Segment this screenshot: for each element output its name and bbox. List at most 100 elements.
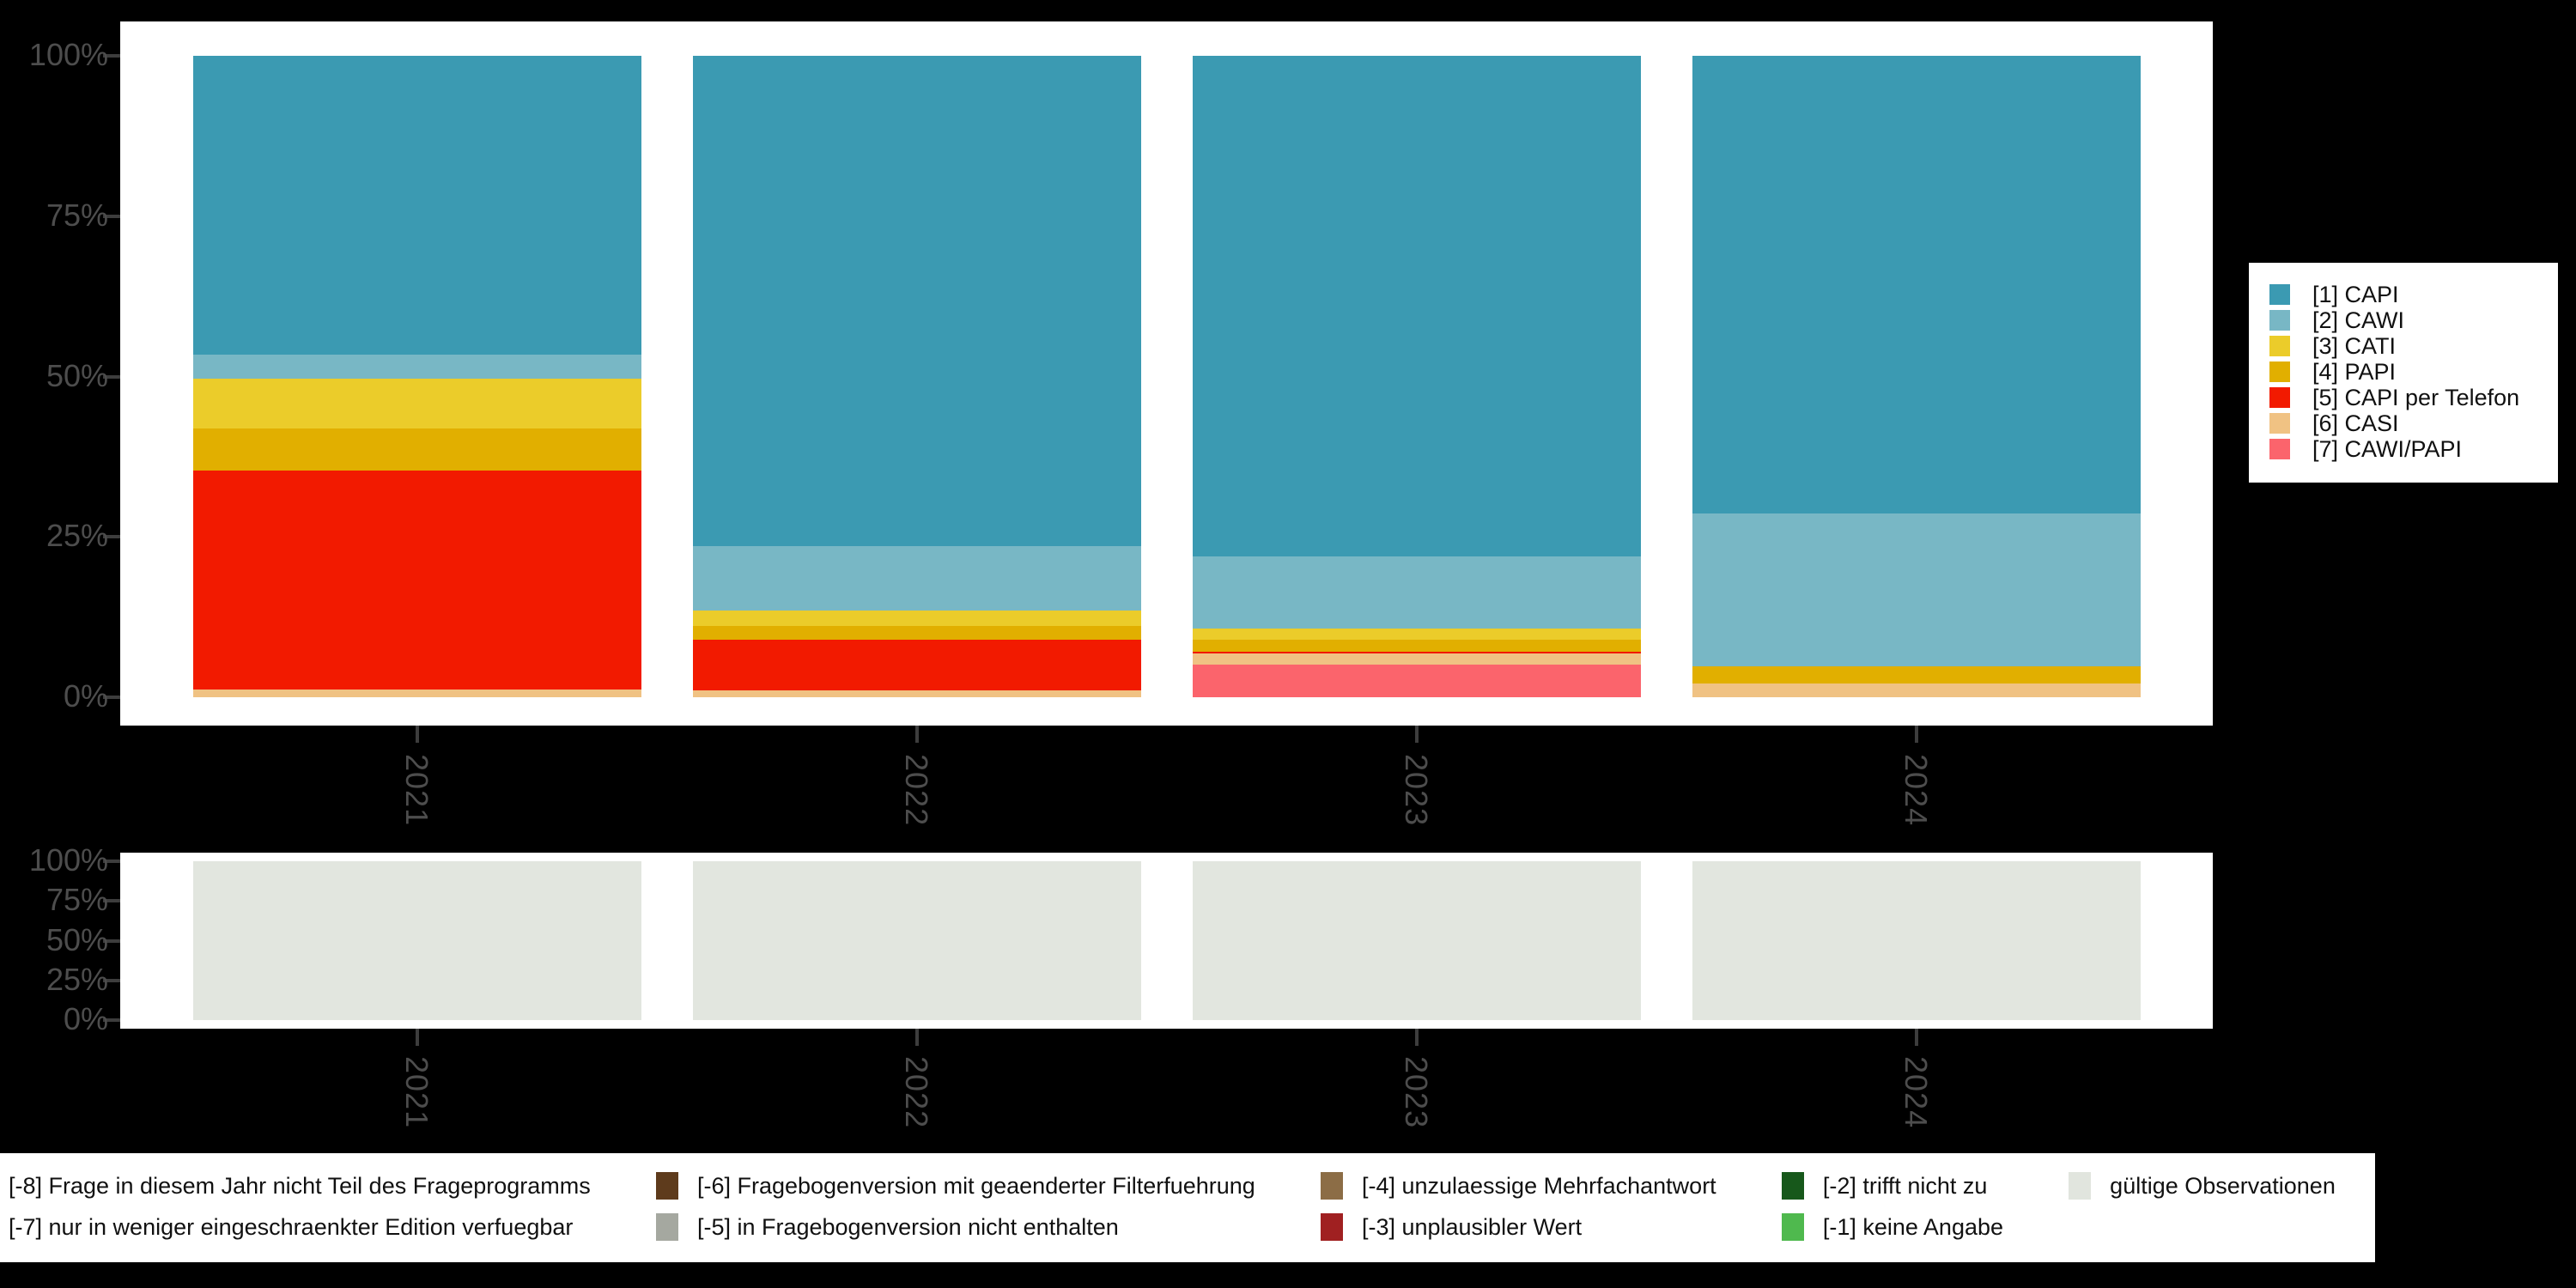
bar-segment-2023-3 [1193,629,1641,640]
y-axis-tick [103,214,120,218]
missing-legend-swatch [1320,1172,1343,1200]
bar-segment-2021-2 [193,355,641,380]
mode-legend-item-4: [4] PAPI [2269,359,2558,385]
bar-segment-2022-1 [693,861,1141,1020]
x-axis-tick [915,726,919,743]
bar-segment-2023-5 [1193,651,1641,654]
x-axis-label-2024: 2024 [1899,1056,1934,1129]
missing-legend-item: [-6] Fragebogenversion mit geaenderter F… [655,1165,1295,1206]
x-axis-tick [1415,1029,1419,1046]
y-axis-tick [103,374,120,379]
y-axis-label-0: 0% [63,678,108,714]
y-axis-label-100: 100% [28,842,108,878]
y-axis-label-25: 25% [46,961,108,997]
bar-segment-2022-3 [693,611,1141,627]
mode-legend-label: [3] CATI [2312,332,2397,359]
missing-legend-swatch [2069,1172,2092,1200]
mode-legend-swatch-7 [2269,439,2290,459]
bar-segment-2021-6 [193,690,641,697]
x-axis-tick [1915,726,1918,743]
bar-segment-2022-1 [693,56,1141,546]
bar-segment-2021-3 [193,379,641,428]
missing-legend-item: [-3] unplausibler Wert [1320,1206,1756,1248]
missing-legend-label: [-8] Frage in diesem Jahr nicht Teil des… [9,1172,591,1199]
y-axis-tick [103,860,120,863]
missing-legend-label: [-4] unzulaessige Mehrfachantwort [1361,1172,1716,1199]
x-axis-label-2023: 2023 [1399,1056,1434,1129]
missing-legend-item: gültige Observationen [2069,1165,2375,1206]
mode-legend-item-3: [3] CATI [2269,333,2558,359]
bar-segment-2021-4 [193,428,641,471]
mode-legend-label: [6] CASI [2312,410,2399,436]
x-axis-label-2024: 2024 [1899,754,1934,827]
bar-segment-2022-5 [693,639,1141,690]
bar-segment-2021-1 [193,861,641,1020]
missing-legend-item [2069,1206,2375,1248]
bar-segment-2022-4 [693,626,1141,640]
y-axis-label-0: 0% [63,1001,108,1036]
mode-legend-item-7: [7] CAWI/PAPI [2269,436,2558,462]
bar-segment-2022-2 [693,545,1141,611]
x-axis-label-2022: 2022 [899,754,934,827]
missing-legend-item: [-7] nur in weniger eingeschraenkter Edi… [9,1206,630,1248]
missing-legend-swatch [655,1213,678,1241]
y-axis-tick [103,54,120,58]
mode-legend: [1] CAPI [2] CAWI [3] CATI [4] PAPI [5] CAPI… [2249,263,2558,483]
x-axis-tick [416,1029,419,1046]
bar-segment-2024-1 [1692,56,2141,514]
bar-segment-2024-2 [1692,513,2141,667]
bar-segment-2024-4 [1692,666,2141,684]
y-axis-tick [103,696,120,699]
bar-segment-2023-1 [1193,861,1641,1020]
missing-legend-swatch [1781,1172,1804,1200]
y-axis-label-75: 75% [46,882,108,918]
bar-segment-2021-5 [193,471,641,690]
x-axis-label-2021: 2021 [399,1056,434,1129]
x-axis-tick [1915,1029,1918,1046]
mode-legend-swatch-2 [2269,310,2290,331]
mode-legend-swatch-6 [2269,413,2290,434]
y-axis-label-50: 50% [46,921,108,957]
missing-legend-item: [-8] Frage in diesem Jahr nicht Teil des… [9,1165,630,1206]
missing-legend-swatch [1320,1213,1343,1241]
bar-segment-2023-7 [1193,664,1641,697]
mode-legend-swatch-1 [2269,284,2290,305]
mode-legend-swatch-3 [2269,336,2290,356]
y-axis-tick [103,978,120,982]
missing-legend-label: gültige Observationen [2110,1172,2336,1199]
missing-legend-item: [-4] unzulaessige Mehrfachantwort [1320,1165,1756,1206]
mode-legend-swatch-4 [2269,361,2290,382]
missing-legend-label: [-1] keine Angabe [1822,1213,2004,1240]
x-axis-tick [915,1029,919,1046]
missing-legend-label: [-5] in Fragebogenversion nicht enthalte… [696,1213,1119,1240]
missing-legend-swatch [1781,1213,1804,1241]
mode-legend-label: [1] CAPI [2312,281,2399,307]
y-axis-label-100: 100% [28,37,108,72]
y-axis-tick [103,939,120,943]
bar-segment-2021-1 [193,56,641,355]
missing-legend-label: [-2] trifft nicht zu [1822,1172,1988,1199]
mode-legend-label: [2] CAWI [2312,307,2405,333]
missing-legend-item: [-2] trifft nicht zu [1781,1165,2043,1206]
missing-legend-label: [-3] unplausibler Wert [1361,1213,1583,1240]
y-axis-tick [103,899,120,903]
bar-segment-2023-4 [1193,639,1641,652]
y-axis-tick [103,1018,120,1022]
mode-legend-label: [4] PAPI [2312,358,2397,385]
mode-legend-label: [7] CAWI/PAPI [2312,435,2463,462]
y-axis-label-25: 25% [46,518,108,554]
y-axis-tick [103,535,120,539]
bar-segment-2023-6 [1193,653,1641,665]
missing-legend-item: [-5] in Fragebogenversion nicht enthalte… [655,1206,1295,1248]
x-axis-label-2021: 2021 [399,754,434,827]
mode-legend-label: [5] CAPI per Telefon [2312,384,2520,410]
missing-legend-swatch [655,1172,678,1200]
mode-legend-item-1: [1] CAPI [2269,282,2558,307]
missing-codes-legend: [-8] Frage in diesem Jahr nicht Teil des… [0,1153,2375,1262]
x-axis-tick [1415,726,1419,743]
mode-legend-item-2: [2] CAWI [2269,307,2558,333]
mode-legend-item-5: [5] CAPI per Telefon [2269,385,2558,410]
missing-legend-label: [-7] nur in weniger eingeschraenkter Edi… [9,1213,574,1240]
bar-segment-2024-1 [1692,861,2141,1020]
bar-segment-2022-6 [693,690,1141,697]
